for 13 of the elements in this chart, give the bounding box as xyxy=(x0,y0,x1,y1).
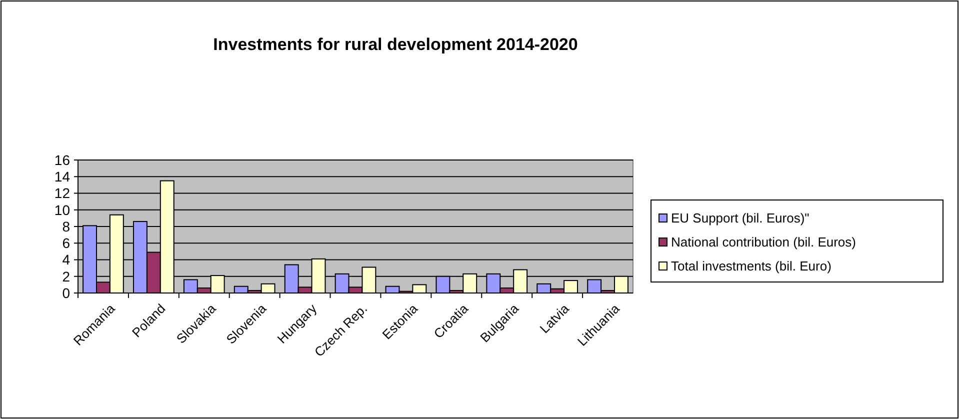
y-tick-label: 0 xyxy=(62,284,70,301)
y-tick-label: 4 xyxy=(62,252,70,268)
y-tick-label: 6 xyxy=(62,235,70,252)
chart-title: Investments for rural development 2014-2020 xyxy=(213,35,578,54)
y-tick-label: 2 xyxy=(62,268,70,284)
y-tick-label: 16 xyxy=(54,152,70,168)
legend-label: National contribution (bil. Euros) xyxy=(671,234,856,250)
legend-label: Total investments (bil. Euro) xyxy=(671,258,832,274)
legend-label: EU Support (bil. Euros)" xyxy=(671,210,810,226)
y-tick-label: 8 xyxy=(62,218,70,234)
y-tick-label: 14 xyxy=(54,168,70,185)
y-tick-label: 12 xyxy=(54,185,70,202)
y-tick-label: 10 xyxy=(54,202,70,218)
